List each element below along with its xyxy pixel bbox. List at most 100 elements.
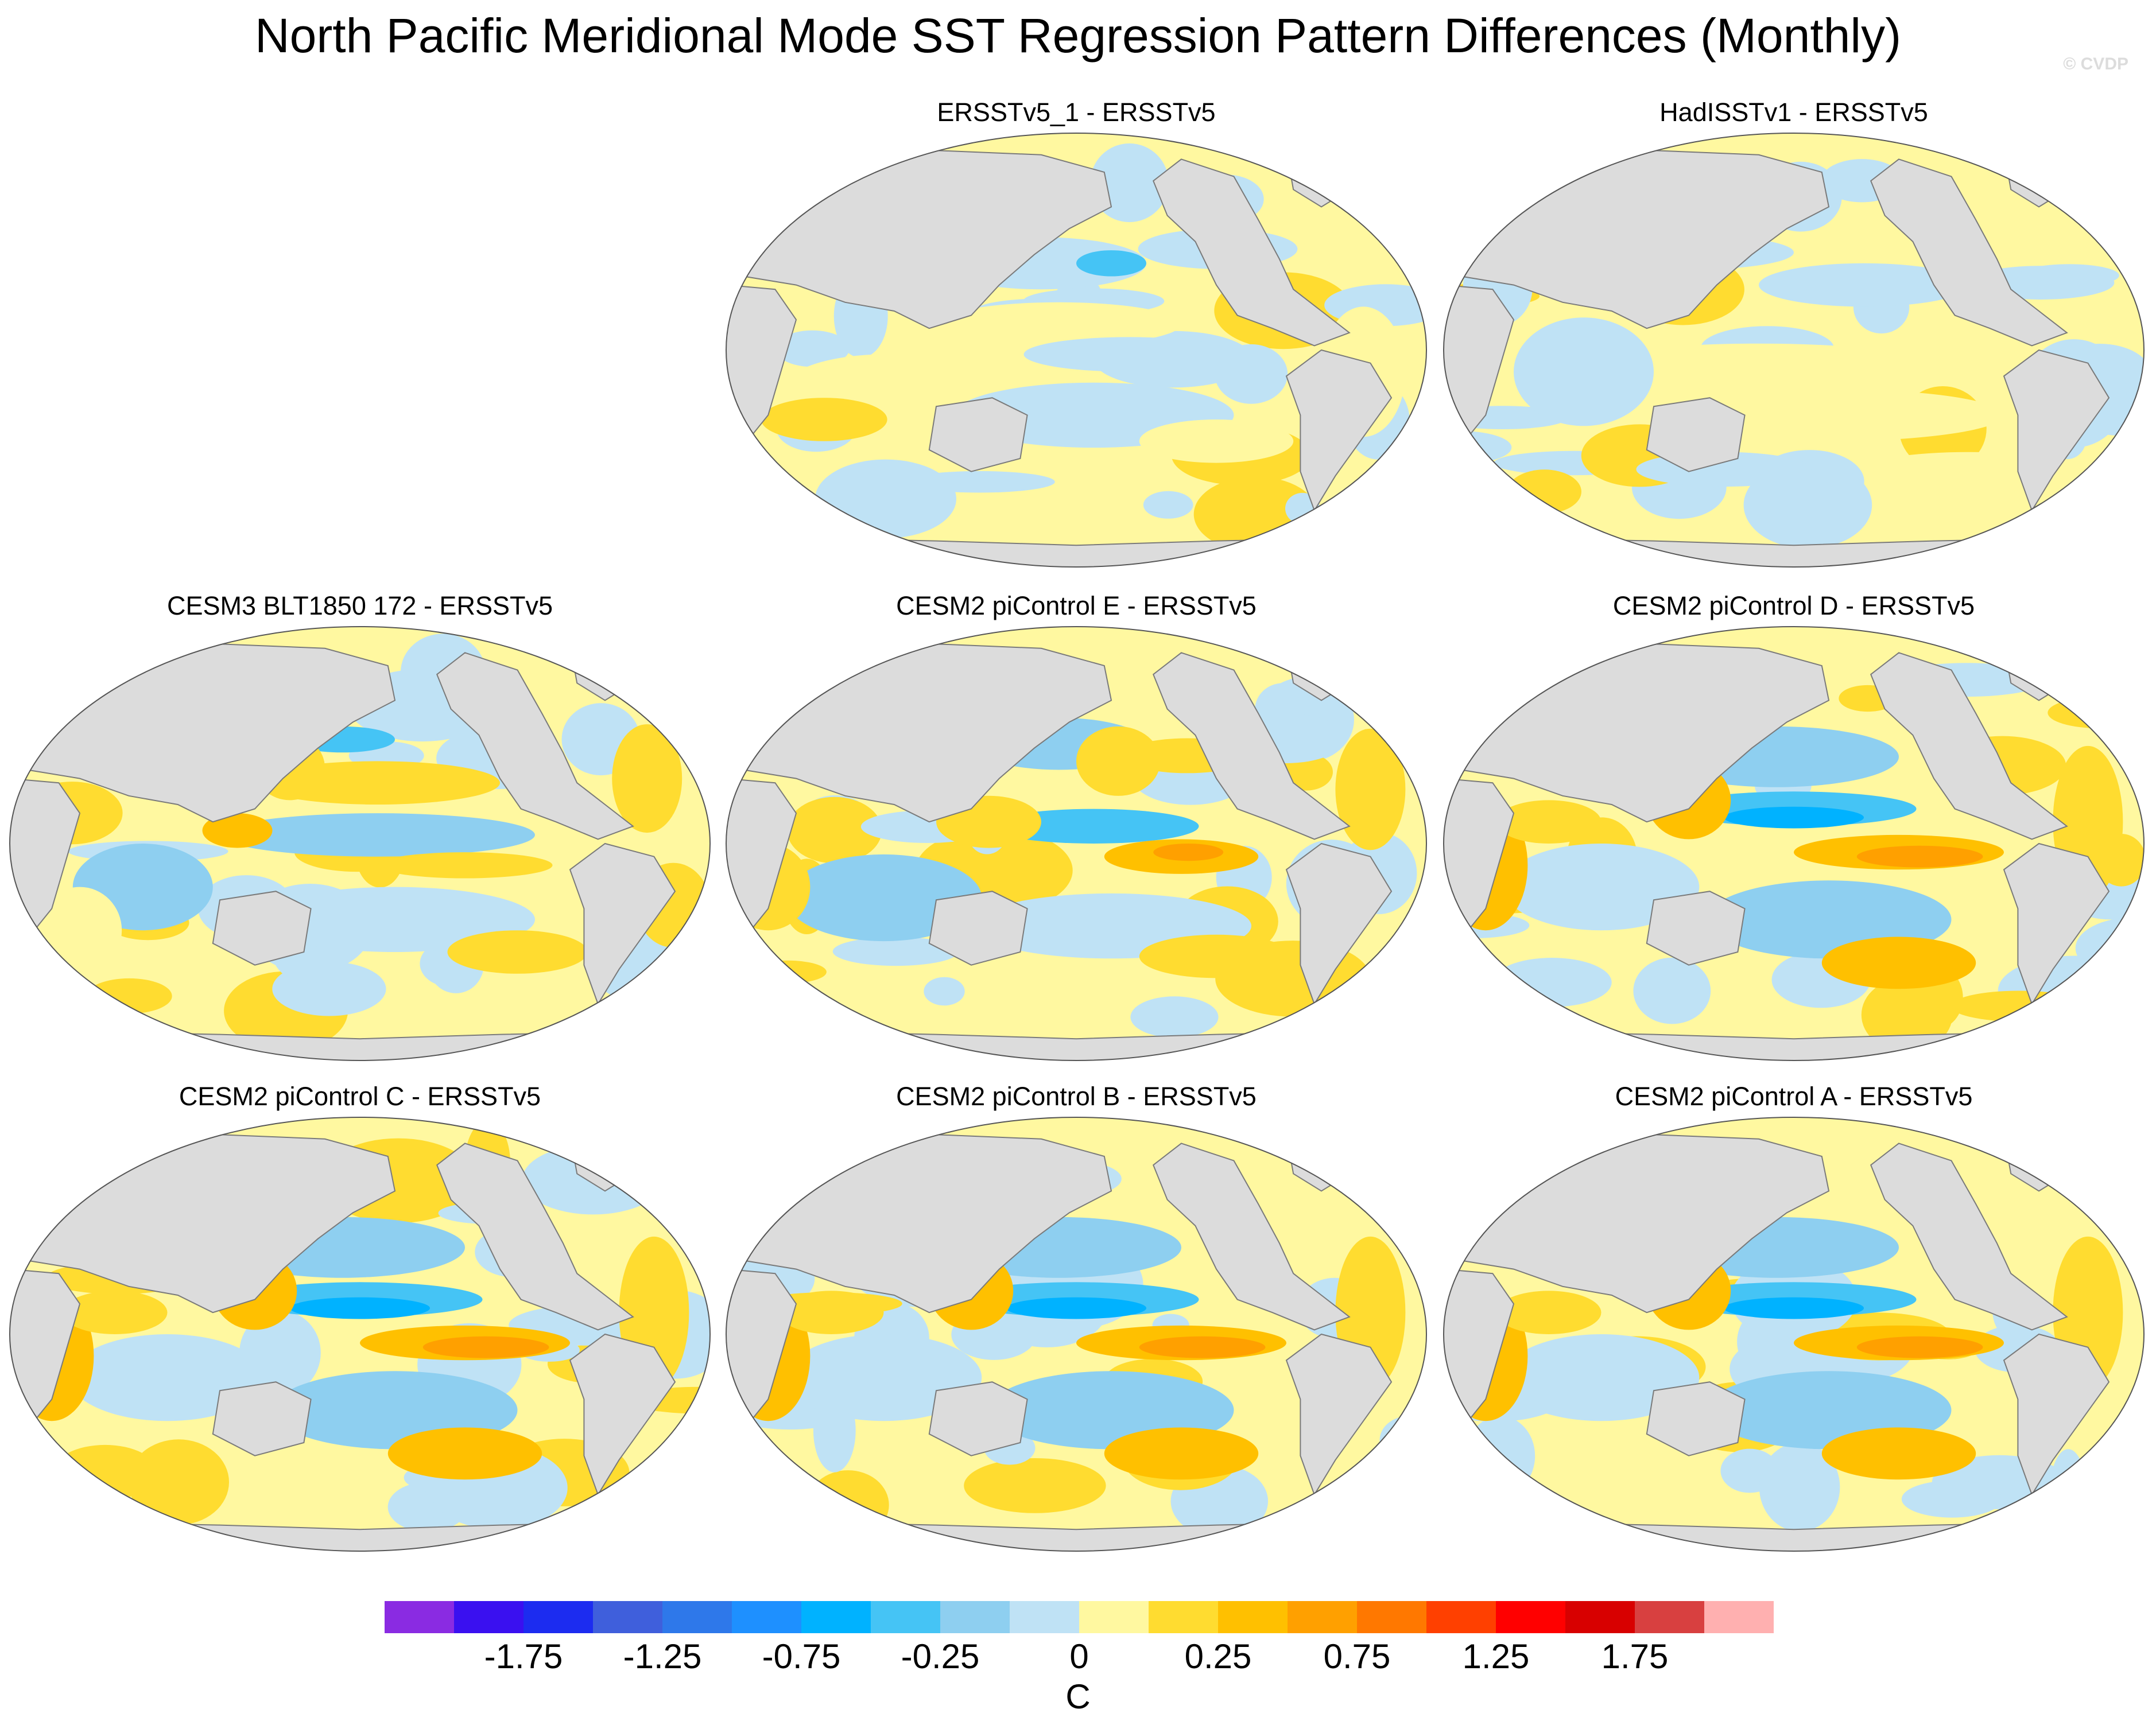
anomaly-patch bbox=[1633, 957, 1711, 1024]
anomaly-region bbox=[936, 302, 1181, 346]
anomaly-patch bbox=[1215, 344, 1288, 404]
colorbar-swatch bbox=[593, 1601, 663, 1633]
anomaly-region bbox=[202, 813, 273, 848]
map-panel: CESM2 piControl E - ERSSTv5 bbox=[723, 591, 1429, 1061]
colorbar-swatch bbox=[801, 1601, 871, 1633]
map-panel: CESM2 piControl B - ERSSTv5 bbox=[723, 1082, 1429, 1552]
anomaly-region bbox=[1759, 263, 1969, 307]
anomaly-region bbox=[1856, 845, 1983, 868]
panel-title: ERSSTv5_1 - ERSSTv5 bbox=[937, 98, 1216, 127]
anomaly-region bbox=[1821, 1427, 1976, 1480]
anomaly-patch bbox=[1861, 977, 1953, 1052]
map-border bbox=[9, 1117, 711, 1552]
anomaly-patch bbox=[128, 1439, 229, 1525]
panel-title: HadISSTv1 - ERSSTv5 bbox=[1659, 98, 1928, 127]
colorbar-swatch bbox=[1079, 1601, 1149, 1633]
anomaly-region bbox=[785, 1334, 982, 1421]
colorbar-tick-label: -0.75 bbox=[762, 1637, 841, 1676]
land-mass bbox=[212, 891, 312, 966]
land-mass bbox=[928, 891, 1028, 966]
colorbar-swatch bbox=[1565, 1601, 1635, 1633]
anomaly-patch bbox=[815, 459, 956, 538]
land-mass bbox=[569, 842, 676, 1006]
anomaly-patch bbox=[787, 797, 882, 864]
world-map bbox=[9, 626, 711, 1061]
land-mass bbox=[1152, 652, 1351, 840]
anomaly-region bbox=[1496, 1291, 1602, 1334]
anomaly-region bbox=[1139, 419, 1294, 463]
anomaly-patch bbox=[1143, 491, 1193, 519]
anomaly-patch bbox=[2049, 1449, 2087, 1538]
land-mass bbox=[2003, 349, 2110, 512]
anomaly-patch bbox=[678, 958, 710, 980]
anomaly-patch bbox=[1759, 1443, 1840, 1532]
map-panel: CESM2 piControl C - ERSSTv5 bbox=[7, 1082, 713, 1552]
colorbar-swatch bbox=[1635, 1601, 1705, 1633]
anomaly-patch bbox=[924, 977, 965, 1006]
colorbar-swatch bbox=[1496, 1601, 1566, 1633]
anomaly-region bbox=[1139, 1336, 1266, 1358]
anomaly-region bbox=[290, 1297, 430, 1319]
anomaly-region bbox=[1856, 1336, 1983, 1358]
anomaly-region bbox=[1821, 937, 1976, 989]
anomaly-patch bbox=[2108, 715, 2143, 736]
map-panel: CESM3 BLT1850 172 - ERSSTv5 bbox=[7, 591, 713, 1061]
anomaly-patch bbox=[775, 330, 850, 367]
anomaly-region bbox=[988, 809, 1199, 844]
colorbar-swatch bbox=[385, 1601, 455, 1633]
anomaly-region bbox=[1076, 726, 1161, 796]
world-map bbox=[726, 1117, 1427, 1552]
colorbar-swatch bbox=[1010, 1601, 1080, 1633]
land-mass bbox=[1285, 1333, 1393, 1497]
colorbar-swatch bbox=[1357, 1601, 1427, 1633]
land-mass bbox=[1646, 1381, 1746, 1456]
colorbar-swatch bbox=[1149, 1601, 1219, 1633]
anomaly-region bbox=[447, 930, 588, 974]
colorbar-swatch bbox=[1288, 1601, 1358, 1633]
anomaly-region bbox=[377, 852, 553, 879]
figure-title: North Pacific Meridional Mode SST Regres… bbox=[254, 9, 1902, 63]
anomaly-patch bbox=[1951, 990, 2087, 1022]
panel-title: CESM3 BLT1850 172 - ERSSTv5 bbox=[167, 591, 553, 620]
anomaly-region bbox=[1076, 250, 1146, 277]
colorbar-tick-label: -1.75 bbox=[484, 1637, 563, 1676]
colorbar-tick-label: 0 bbox=[1069, 1637, 1089, 1676]
map-panel: HadISSTv1 - ERSSTv5 bbox=[1441, 98, 2147, 568]
anomaly-region bbox=[62, 1291, 168, 1334]
map-panel: ERSSTv5_1 - ERSSTv5 bbox=[723, 98, 1429, 568]
world-map bbox=[1443, 626, 2145, 1061]
world-map bbox=[1443, 133, 2145, 568]
land-mass bbox=[1152, 1143, 1351, 1331]
anomaly-region bbox=[1104, 1427, 1259, 1480]
colorbar-unit: C bbox=[1065, 1677, 1091, 1716]
panel-title: CESM2 piControl A - ERSSTv5 bbox=[1615, 1082, 1973, 1111]
colorbar-tick-label: 1.25 bbox=[1462, 1637, 1530, 1676]
land-mass bbox=[928, 397, 1028, 472]
land-mass bbox=[436, 652, 634, 840]
colorbar-tick-label: 1.75 bbox=[1601, 1637, 1669, 1676]
anomaly-patch bbox=[86, 978, 172, 1014]
land-mass bbox=[1285, 842, 1393, 1006]
colorbar-swatch bbox=[1704, 1601, 1774, 1633]
anomaly-patch bbox=[964, 1458, 1106, 1513]
map-border bbox=[726, 626, 1427, 1061]
land-mass bbox=[1646, 891, 1746, 966]
anomaly-region bbox=[1724, 806, 1864, 829]
panel-title: CESM2 piControl C - ERSSTv5 bbox=[179, 1082, 541, 1111]
land-mass bbox=[2003, 1333, 2110, 1497]
anomaly-region bbox=[1503, 1334, 1700, 1421]
land-mass bbox=[1870, 652, 2068, 840]
anomaly-region bbox=[1503, 844, 1700, 931]
land-mass bbox=[1152, 158, 1351, 347]
anomaly-patch bbox=[2018, 264, 2119, 287]
anomaly-patch bbox=[1130, 996, 1219, 1038]
land-mass bbox=[1285, 349, 1393, 512]
anomaly-patch bbox=[1465, 1416, 1535, 1496]
colorbar-swatch bbox=[524, 1601, 594, 1633]
colorbar bbox=[385, 1601, 1774, 1633]
anomaly-region bbox=[1601, 343, 1917, 379]
colorbar-swatch bbox=[871, 1601, 941, 1633]
land-mass bbox=[928, 1381, 1028, 1456]
anomaly-region bbox=[1139, 934, 1294, 978]
map-border bbox=[1443, 626, 2145, 1061]
